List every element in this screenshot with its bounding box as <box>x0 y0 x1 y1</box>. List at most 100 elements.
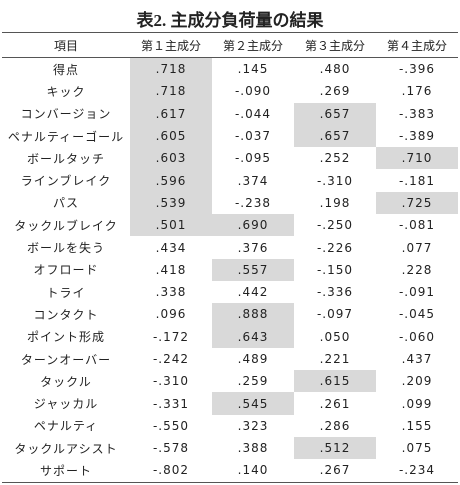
loading-cell: .605 <box>130 124 212 148</box>
table-row: ポイント形成 -.172 .643 .050 -.060 <box>2 325 458 348</box>
row-label: ジャッカル <box>33 397 99 412</box>
loading-cell: .323 <box>237 418 269 433</box>
loading-cell: .539 <box>130 191 212 215</box>
row-label: ポイント形成 <box>26 330 105 345</box>
row-label: パス <box>52 196 79 211</box>
table-row: ボールを失う .434 .376 -.226 .077 <box>2 236 458 258</box>
loading-cell: -.331 <box>152 396 190 411</box>
loading-cell: .376 <box>237 240 269 255</box>
loading-cell: -.238 <box>234 195 272 210</box>
table-row: 得点 .718 .145 .480 -.396 <box>2 57 458 81</box>
loading-cell: -.383 <box>398 106 436 121</box>
loading-cell: -.578 <box>152 441 190 456</box>
loading-cell: .374 <box>237 173 269 188</box>
table-row: タックル -.310 .259 .615 .209 <box>2 370 458 393</box>
table-row: ペナルティ -.550 .323 .286 .155 <box>2 415 458 437</box>
row-label: コンタクト <box>33 307 99 322</box>
loading-cell: .338 <box>155 285 187 300</box>
row-label: ターンオーバー <box>20 352 112 367</box>
loading-cell: .596 <box>130 169 212 192</box>
loading-cell: .099 <box>401 396 433 411</box>
loading-cell: -.097 <box>316 307 354 322</box>
loading-cell: -.037 <box>234 129 272 144</box>
header-cell: 第４主成分 <box>376 32 458 58</box>
loading-cell: -.181 <box>398 173 436 188</box>
loading-cell: .286 <box>319 418 351 433</box>
header-row: 項目 第１主成分 第２主成分 第３主成分 第４主成分 <box>2 32 458 58</box>
loading-cell: .545 <box>212 392 294 415</box>
loading-cell: .267 <box>294 459 376 483</box>
loading-cell: -.226 <box>316 240 354 255</box>
header-cell: 第２主成分 <box>212 32 294 58</box>
row-label: ペナルティ <box>33 419 99 434</box>
loading-cell: -.091 <box>398 285 436 300</box>
loading-cell: -.044 <box>234 106 272 121</box>
table-row: タックルブレイク .501.690 -.250 -.081 <box>2 214 458 237</box>
row-label: キック <box>46 84 86 99</box>
table-row: ボールタッチ .603 -.095 .252 .710 <box>2 147 458 170</box>
row-label: タックルアシスト <box>14 441 118 456</box>
row-label: タックル <box>40 374 92 389</box>
loading-cell: -.172 <box>152 329 190 344</box>
table-row: コンバージョン .617 -.044 .657 -.383 <box>2 102 458 125</box>
row-label: タックルブレイク <box>14 218 118 233</box>
loading-cell: .050 <box>319 329 351 344</box>
loading-cell: .140 <box>212 459 294 483</box>
table-row: キック .718 -.090 .269 .176 <box>2 80 458 103</box>
loading-cell: .725 <box>376 191 458 215</box>
loading-cell: -.150 <box>316 262 354 277</box>
loading-cell: -.242 <box>152 352 190 366</box>
loading-cell: .718 <box>130 57 212 81</box>
row-label: ボールを失う <box>26 241 105 256</box>
loading-cell: .615 <box>294 370 376 393</box>
loading-cell: -.060 <box>398 329 436 344</box>
row-label: オフロード <box>33 263 99 278</box>
table-row: パス .539 -.238 .198 .725 <box>2 191 458 215</box>
loading-cell: .512 <box>294 437 376 460</box>
table-row: ターンオーバー -.242 .489 .221 .437 <box>2 348 458 370</box>
loading-cell: .145 <box>237 62 269 77</box>
table-title: 表2. 主成分負荷量の結果 <box>136 11 324 30</box>
header-cell: 項目 <box>2 32 130 58</box>
loading-cell: .261 <box>319 396 351 411</box>
row-label: コンバージョン <box>20 107 112 122</box>
loading-cell: .442 <box>237 285 269 300</box>
loading-cell: -.045 <box>398 307 436 322</box>
loading-cell: -.389 <box>398 129 436 144</box>
loading-cell: .617 <box>130 102 212 125</box>
loading-cell: .176 <box>401 84 433 99</box>
loading-cell: .603 <box>130 147 212 170</box>
loading-cell: -.095 <box>234 151 272 166</box>
row-label: ラインブレイク <box>20 174 112 189</box>
table-row: タックルアシスト -.578 .388 .512 .075 <box>2 437 458 460</box>
loading-cell: -.250 <box>316 218 354 233</box>
loading-cell: .690 <box>212 214 294 237</box>
header-cell: 第１主成分 <box>130 32 212 58</box>
loading-cell: .657 <box>294 102 376 125</box>
header-cell: 第３主成分 <box>294 32 376 58</box>
loading-cell: .096 <box>155 307 187 322</box>
loading-cell: .155 <box>401 418 433 433</box>
loading-cell: -.310 <box>152 374 190 389</box>
table-row: サポート -.802.140.267 -.234 <box>2 459 458 483</box>
loading-cell: .388 <box>237 441 269 456</box>
table-row: オフロード .418 .557 -.150 .228 <box>2 258 458 281</box>
table-row: コンタクト .096 .888 -.097 -.045 <box>2 303 458 326</box>
loading-cell: -.802 <box>130 459 212 483</box>
loading-cell: -.310 <box>316 173 354 188</box>
loading-cell: .252 <box>319 151 351 166</box>
table-row: ペナルティーゴール .605 -.037 .657 -.389 <box>2 124 458 148</box>
loading-cell: -.090 <box>234 84 272 99</box>
loading-cell: .489 <box>237 352 269 366</box>
row-label: サポート <box>2 459 130 483</box>
row-label: トライ <box>46 285 86 300</box>
loading-cell: .437 <box>401 352 433 366</box>
loading-cell: .198 <box>319 195 351 210</box>
loading-cell: -.396 <box>398 62 436 77</box>
row-label: 得点 <box>52 62 79 77</box>
loading-cell: -.336 <box>316 285 354 300</box>
loading-cell: .657 <box>294 124 376 148</box>
loading-cell: .077 <box>401 240 433 255</box>
loadings-table: 項目 第１主成分 第２主成分 第３主成分 第４主成分 得点 .718 .145 .480 -.3… <box>2 32 458 483</box>
